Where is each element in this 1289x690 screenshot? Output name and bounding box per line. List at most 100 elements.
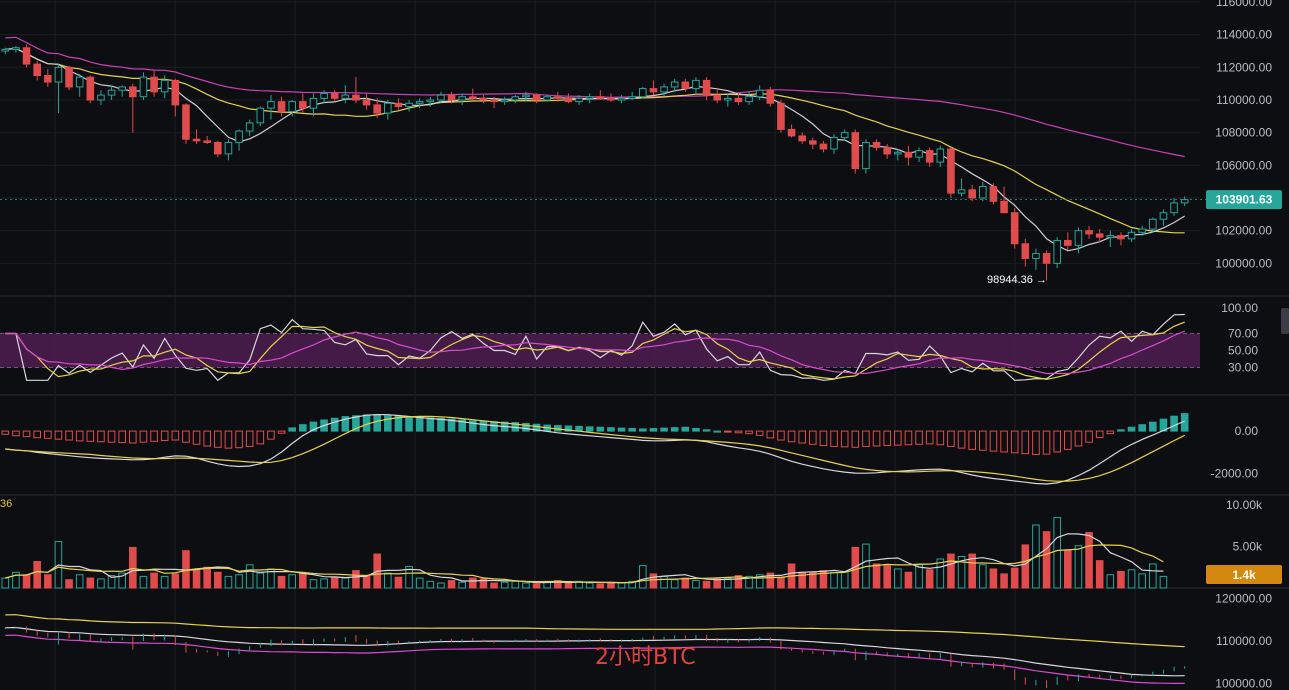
candle-body — [447, 94, 456, 101]
candle — [511, 95, 520, 104]
candle-body — [394, 102, 403, 108]
candle — [214, 140, 222, 158]
candle — [405, 100, 413, 112]
candle-body — [160, 79, 169, 93]
volume-bar — [469, 577, 477, 589]
pane-scroll-handle[interactable] — [1281, 308, 1289, 334]
volume-bar — [1074, 545, 1083, 589]
candle-body — [437, 94, 445, 101]
candle — [564, 93, 573, 104]
volume-bar — [288, 574, 296, 589]
volume-pane[interactable] — [1, 517, 1168, 589]
candle — [44, 68, 52, 87]
candle-body — [862, 141, 870, 170]
candle-body — [830, 137, 838, 150]
macd-bar — [947, 430, 955, 447]
candle-body — [649, 88, 658, 93]
candle-body — [1117, 235, 1125, 240]
candle — [585, 93, 594, 104]
volume-bar — [405, 565, 413, 589]
volume-bar — [649, 573, 658, 589]
candle — [904, 145, 913, 166]
volume-bar — [320, 578, 328, 589]
candle-body — [809, 140, 817, 145]
candle — [554, 91, 562, 102]
candle — [830, 134, 838, 154]
candle — [426, 96, 435, 107]
price-pane[interactable] — [0, 36, 1206, 281]
macd-bar — [309, 421, 318, 432]
candle — [1, 47, 10, 55]
volume-bar — [277, 575, 286, 589]
volume-bar — [384, 572, 392, 589]
candle-body — [979, 186, 987, 199]
candle-body — [1032, 253, 1040, 259]
candle — [649, 80, 658, 96]
candle-body — [1085, 230, 1093, 235]
volume-bar — [968, 553, 976, 589]
macd-bar — [522, 422, 530, 432]
candle-body — [702, 79, 711, 96]
candle — [479, 95, 488, 104]
candle — [915, 147, 923, 163]
volume-bar — [458, 581, 466, 589]
macd-bar — [724, 430, 732, 433]
macd-bar — [118, 430, 126, 444]
candle-body — [925, 150, 934, 163]
price-tick-label: 106000.00 — [1215, 158, 1272, 172]
candle-body — [203, 140, 211, 143]
candle — [596, 90, 605, 100]
volume-bar — [830, 571, 838, 589]
macd-bar — [1010, 430, 1019, 454]
volume-bar — [585, 582, 594, 589]
macd-pane[interactable] — [1, 413, 1189, 485]
candle-body — [575, 97, 583, 103]
candle-body — [373, 104, 381, 114]
ma-fast-line — [5, 47, 1186, 252]
macd-bar — [224, 430, 233, 449]
volume-bar — [341, 577, 350, 589]
volume-bar — [554, 580, 562, 589]
candle — [713, 88, 721, 104]
candle-body — [607, 97, 615, 101]
candle — [469, 88, 477, 100]
rsi-pane[interactable] — [0, 313, 1200, 382]
price-tick-label: 112000.00 — [1216, 60, 1272, 74]
candle — [235, 129, 243, 151]
volume-bar — [1117, 570, 1125, 589]
macd-bar — [245, 430, 254, 447]
macd-bar — [384, 415, 392, 432]
candle — [979, 181, 987, 202]
candle — [1180, 196, 1189, 207]
candle-body — [426, 99, 435, 103]
macd-bar — [819, 430, 828, 447]
candle-body — [915, 150, 923, 158]
candle — [1085, 225, 1093, 239]
macd-bar — [277, 430, 286, 434]
candle-body — [670, 81, 679, 88]
macd-bar — [65, 430, 73, 441]
macd-bar — [203, 430, 211, 447]
candle — [309, 93, 318, 117]
candle — [968, 184, 976, 202]
volume-tick-label: 5.00k — [1233, 540, 1263, 554]
candle-body — [692, 79, 700, 90]
candle-body — [1138, 228, 1146, 233]
candle — [628, 91, 636, 100]
candle-body — [341, 94, 350, 99]
candle — [862, 139, 870, 174]
candle-body — [405, 102, 413, 108]
macd-bar — [426, 417, 435, 432]
macd-bar — [649, 428, 658, 432]
lower-price-pane[interactable] — [4, 614, 1186, 689]
candle — [394, 98, 403, 110]
macd-bar — [713, 430, 721, 433]
candle — [777, 100, 785, 133]
macd-bar — [129, 430, 137, 444]
macd-bar — [479, 420, 488, 432]
rsi-line — [5, 313, 1185, 382]
last-price-badge: 103901.63 — [1206, 190, 1282, 210]
macd-bar — [1095, 430, 1104, 438]
candle — [617, 95, 626, 104]
